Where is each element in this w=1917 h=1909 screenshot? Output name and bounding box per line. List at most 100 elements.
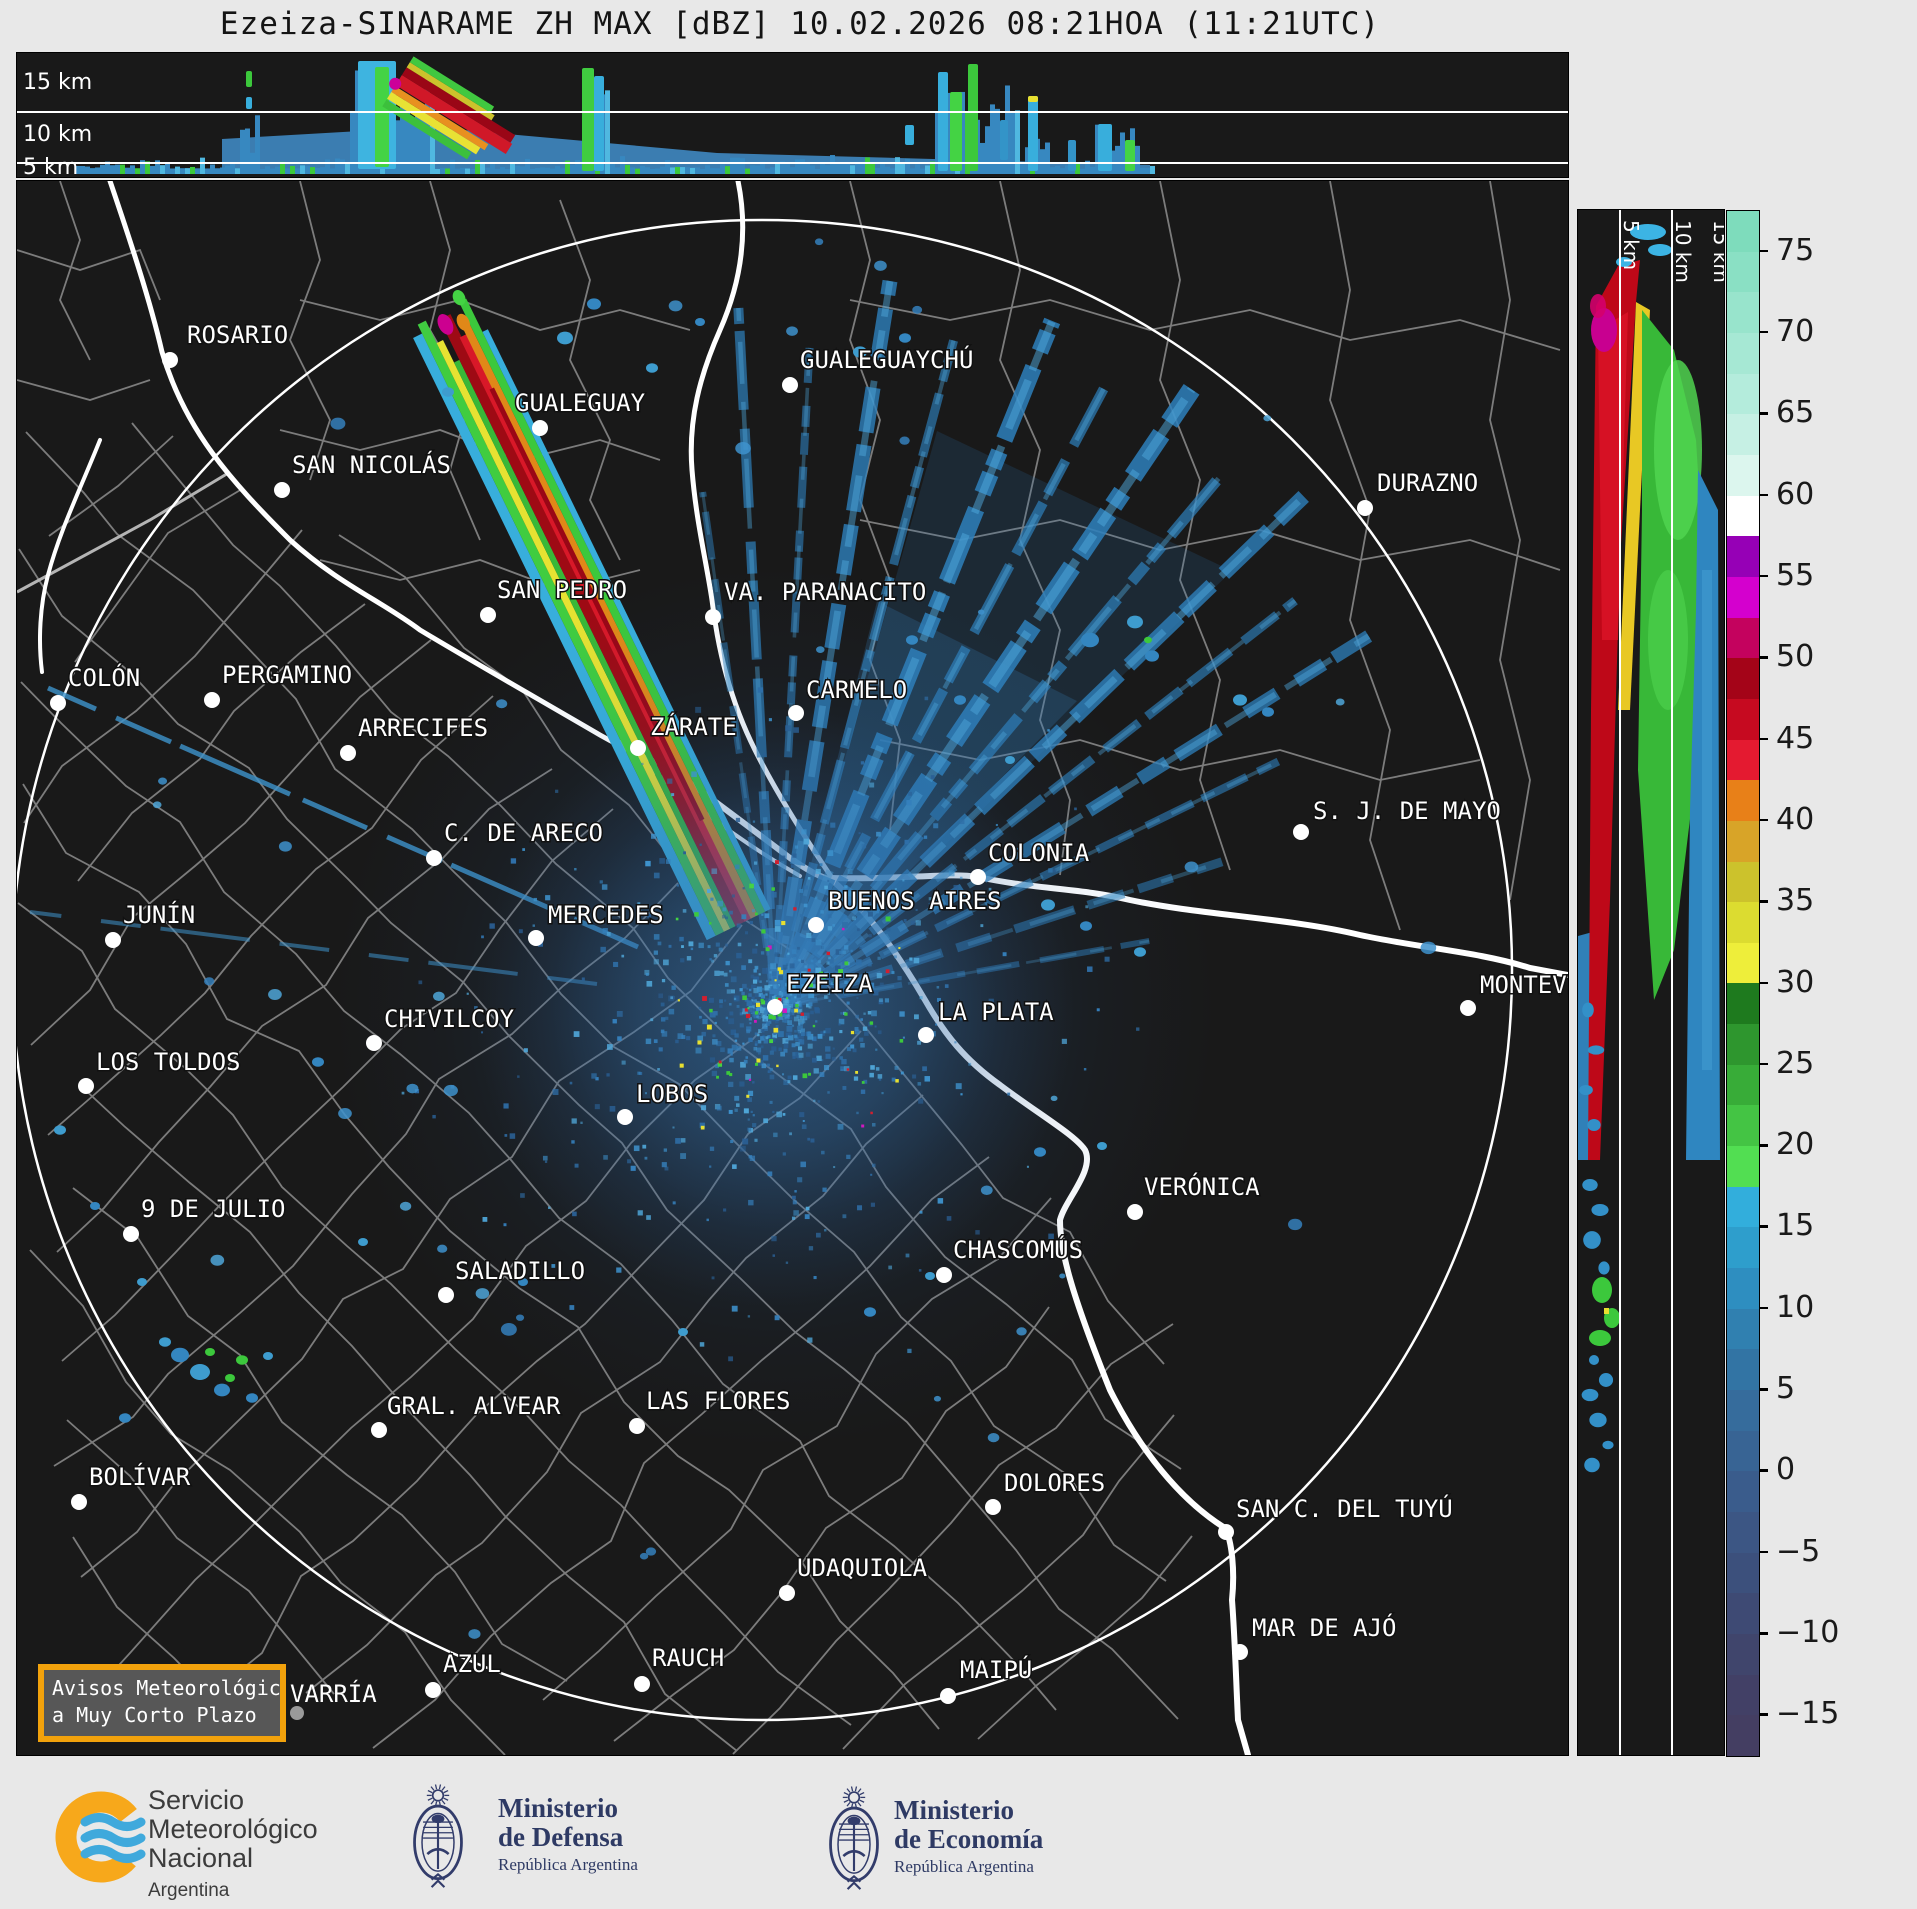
- city-label: LAS FLORES: [646, 1387, 791, 1415]
- colorbar-segment: [1727, 1512, 1759, 1553]
- city-label: BOLÍVAR: [89, 1462, 191, 1491]
- city-label: GRAL. ALVEAR: [387, 1392, 561, 1420]
- warning-line-1: Avisos Meteorológicos: [52, 1676, 286, 1700]
- city-label: CHIVILCOY: [384, 1005, 515, 1033]
- city-label: MERCEDES: [548, 901, 664, 929]
- city-dot: [426, 850, 442, 866]
- defensa-line3: República Argentina: [498, 1855, 638, 1874]
- city-label: MAR DE AJÓ: [1252, 1612, 1397, 1642]
- defensa-logo-text: Ministerio de Defensa República Argentin…: [498, 1794, 638, 1875]
- colorbar-segment: [1727, 902, 1759, 943]
- colorbar-segment: [1727, 861, 1759, 903]
- colorbar-tick-mark: [1759, 1388, 1768, 1391]
- colorbar-segment: [1727, 1064, 1759, 1106]
- city-dot: [425, 1682, 441, 1698]
- colorbar-tick-label: 45: [1776, 720, 1815, 756]
- city-dot: [123, 1226, 139, 1242]
- city-dot: [162, 352, 178, 368]
- city-label: LA PLATA: [938, 998, 1054, 1026]
- colorbar-tick-label: 55: [1776, 557, 1815, 593]
- city-dot: [1460, 1000, 1476, 1016]
- colorbar-segment: [1727, 251, 1759, 293]
- city-dot: [1218, 1524, 1234, 1540]
- city-dot: [634, 1676, 650, 1692]
- colorbar-tick-label: −10: [1776, 1615, 1840, 1651]
- colorbar-tick-mark: [1759, 656, 1768, 659]
- top-panel-height-label: 15 km: [23, 70, 92, 95]
- economia-line2: de Economía: [894, 1824, 1044, 1854]
- city-label: MAIPÚ: [960, 1654, 1032, 1684]
- city-dot: [105, 932, 121, 948]
- city-label: SALADILLO: [455, 1257, 585, 1285]
- colorbar-tick-label: 25: [1776, 1045, 1815, 1081]
- colorbar-segment: [1727, 698, 1759, 740]
- colorbar-tick-mark: [1759, 574, 1768, 578]
- city-dot: [1357, 500, 1373, 516]
- colorbar-tick-label: 60: [1776, 476, 1815, 512]
- colorbar-tick-mark: [1759, 1713, 1768, 1716]
- colorbar-segment: [1727, 495, 1759, 537]
- colorbar-tick-label: 15: [1776, 1208, 1815, 1244]
- city-dot: [1232, 1644, 1248, 1660]
- colorbar-tick-mark: [1759, 1062, 1768, 1066]
- city-label: PERGAMINO: [222, 661, 352, 689]
- economia-logo-text: Ministerio de Economía República Argenti…: [894, 1796, 1043, 1877]
- colorbar-tick-label: 0: [1776, 1452, 1796, 1488]
- city-label: UDAQUIOLA: [797, 1554, 928, 1582]
- colorbar-tick-label: 65: [1776, 395, 1815, 431]
- top-panel-height-label: 5 km: [23, 155, 78, 177]
- colorbar-segment: [1727, 1268, 1759, 1309]
- city-dot: [438, 1287, 454, 1303]
- city-label: SAN C. DEL TUYÚ: [1236, 1493, 1453, 1523]
- city-label: COLÓN: [68, 662, 140, 692]
- partial-city-label: VARRÍA: [290, 1679, 377, 1708]
- city-label: RAUCH: [652, 1644, 724, 1672]
- city-dot: [617, 1109, 633, 1125]
- city-dot: [782, 377, 798, 393]
- smn-line2: Meteorológico: [148, 1814, 318, 1844]
- defensa-line1: Ministerio: [498, 1793, 618, 1823]
- city-dot: [1127, 1204, 1143, 1220]
- city-label: MONTEVIDEO: [1480, 971, 1568, 999]
- city-dot: [918, 1027, 934, 1043]
- city-dot: [940, 1688, 956, 1704]
- colorbar-tick-mark: [1759, 1469, 1768, 1472]
- colorbar-segment: [1727, 332, 1759, 374]
- city-label: 9 DE JULIO: [141, 1195, 286, 1223]
- colorbar-tick-mark: [1759, 493, 1768, 497]
- city-dot: [371, 1422, 387, 1438]
- colorbar-segment: [1727, 983, 1759, 1025]
- city-dot: [366, 1035, 382, 1051]
- colorbar-segment: [1727, 211, 1759, 252]
- colorbar-segment: [1727, 1227, 1759, 1269]
- colorbar-tick-mark: [1759, 1632, 1768, 1635]
- colorbar-segment: [1727, 1186, 1759, 1228]
- top-panel-height-label: 10 km: [23, 122, 92, 147]
- colorbar-tick-label: 5: [1776, 1371, 1796, 1407]
- city-dot: [340, 745, 356, 761]
- colorbar-tick-label: −5: [1776, 1533, 1821, 1569]
- right-panel-height-label: 5 km: [1619, 220, 1643, 270]
- page-title: Ezeiza-SINARAME ZH MAX [dBZ] 10.02.2026 …: [219, 6, 1381, 42]
- colorbar-tick-mark: [1759, 330, 1768, 334]
- ground-clutter: [401, 687, 1140, 1362]
- top-cross-section-panel: 15 km 10 km 5 km: [16, 52, 1569, 178]
- defensa-line2: de Defensa: [498, 1822, 624, 1852]
- city-label: ZÁRATE: [650, 712, 737, 741]
- city-label: ARRECIFES: [358, 714, 488, 742]
- colorbar-tick-mark: [1759, 249, 1768, 253]
- colorbar-tick-label: 30: [1776, 964, 1815, 1000]
- colorbar-tick-mark: [1759, 1306, 1768, 1310]
- reflectivity-colorbar: [1726, 210, 1760, 1757]
- scattered-echoes: [54, 238, 1437, 1639]
- colorbar-segment: [1727, 536, 1759, 577]
- city-label: SAN NICOLÁS: [292, 450, 451, 479]
- economia-line1: Ministerio: [894, 1795, 1014, 1825]
- city-dot: [71, 1494, 87, 1510]
- city-dot: [78, 1078, 94, 1094]
- city-label: DOLORES: [1004, 1469, 1105, 1497]
- colorbar-segment: [1727, 617, 1759, 659]
- city-dot: [204, 692, 220, 708]
- colorbar-segment: [1727, 658, 1759, 699]
